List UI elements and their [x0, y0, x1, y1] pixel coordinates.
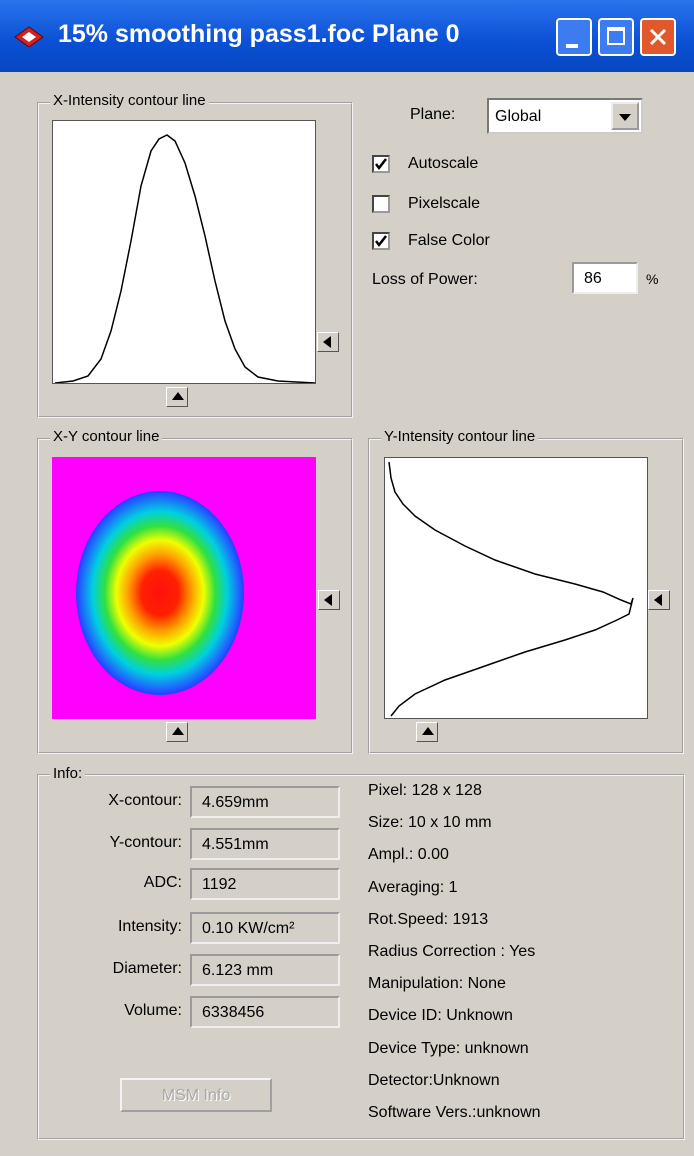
field-label: X-contour:: [108, 792, 182, 810]
checkbox-label: Pixelscale: [408, 195, 480, 213]
window: 15% smoothing pass1.foc Plane 0 X-Intens…: [0, 0, 694, 1156]
field-label: Volume:: [124, 1002, 182, 1020]
scroll-up-button[interactable]: [166, 387, 188, 407]
field-label: Y-contour:: [110, 834, 182, 852]
group-title: X-Intensity contour line: [50, 92, 209, 109]
field-value: 6.123 mm: [190, 954, 340, 986]
loss-of-power-label: Loss of Power:: [372, 271, 478, 289]
checkbox[interactable]: [372, 232, 390, 250]
title-bar: 15% smoothing pass1.foc Plane 0: [0, 0, 694, 72]
xy-contour-image: [52, 457, 316, 719]
group-title: X-Y contour line: [50, 428, 162, 445]
checkbox-label: False Color: [408, 232, 490, 250]
close-button[interactable]: [640, 18, 676, 56]
info-stat: Ampl.: 0.00: [368, 846, 449, 864]
x-intensity-plot: [52, 120, 316, 384]
info-stat: Size: 10 x 10 mm: [368, 814, 492, 832]
scroll-left-button[interactable]: [317, 332, 339, 352]
checkbox[interactable]: [372, 195, 390, 213]
plane-label: Plane:: [410, 106, 455, 124]
plane-value: Global: [495, 108, 541, 126]
msm-info-button[interactable]: MSM Info: [120, 1078, 272, 1112]
scroll-up-button[interactable]: [416, 722, 438, 742]
group-title: Y-Intensity contour line: [381, 428, 538, 445]
minimize-button[interactable]: [556, 18, 592, 56]
y-intensity-plot: [384, 457, 648, 719]
plane-dropdown[interactable]: Global: [487, 98, 643, 134]
scroll-left-button[interactable]: [318, 590, 340, 610]
loss-of-power-input[interactable]: 86: [572, 262, 638, 294]
info-stat: Radius Correction : Yes: [368, 943, 535, 961]
checkbox[interactable]: [372, 155, 390, 173]
maximize-button[interactable]: [598, 18, 634, 56]
field-label: ADC:: [144, 874, 182, 892]
field-label: Diameter:: [113, 960, 182, 978]
field-label: Intensity:: [118, 918, 182, 936]
info-stat: Averaging: 1: [368, 879, 458, 897]
info-stat: Device ID: Unknown: [368, 1007, 513, 1025]
app-icon: [14, 26, 44, 48]
checkbox-label: Autoscale: [408, 155, 478, 173]
field-value: 1192: [190, 868, 340, 900]
window-title: 15% smoothing pass1.foc Plane 0: [58, 20, 460, 49]
field-value: 6338456: [190, 996, 340, 1028]
scroll-up-button[interactable]: [166, 722, 188, 742]
loss-of-power-unit: %: [646, 271, 658, 287]
field-value: 0.10 KW/cm²: [190, 912, 340, 944]
field-value: 4.659mm: [190, 786, 340, 818]
info-stat: Software Vers.:unknown: [368, 1104, 541, 1122]
scroll-left-button[interactable]: [648, 590, 670, 610]
info-stat: Rot.Speed: 1913: [368, 911, 488, 929]
info-stat: Detector:Unknown: [368, 1072, 500, 1090]
group-title: Info:: [50, 765, 85, 782]
info-stat: Pixel: 128 x 128: [368, 782, 482, 800]
info-stat: Manipulation: None: [368, 975, 506, 993]
field-value: 4.551mm: [190, 828, 340, 860]
info-stat: Device Type: unknown: [368, 1040, 529, 1058]
